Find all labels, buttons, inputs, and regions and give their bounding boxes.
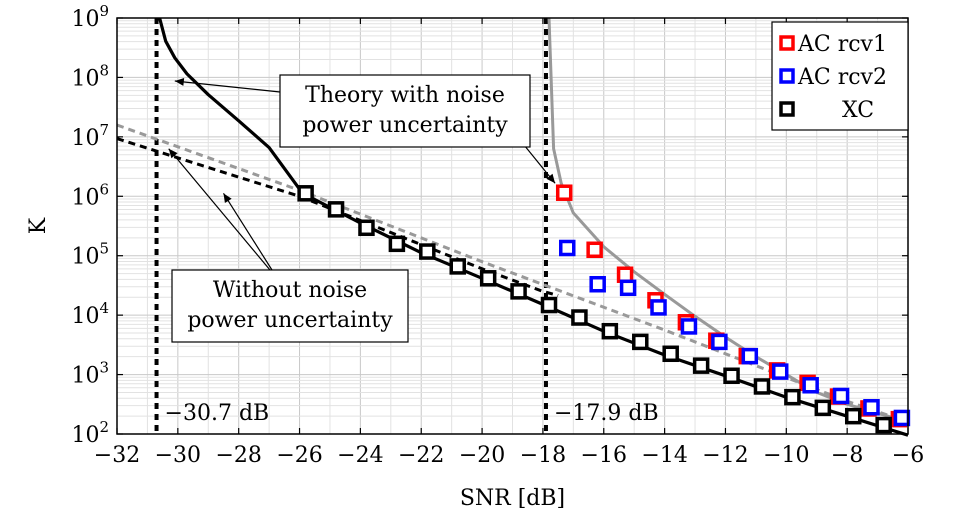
marker-ac-rcv2	[771, 363, 789, 380]
legend-marker	[779, 35, 795, 51]
marker-ac-rcv1	[586, 241, 603, 259]
x-tick-label: −22	[398, 443, 444, 468]
y-tick-label: 109	[71, 2, 109, 32]
marker-xc	[419, 243, 436, 260]
annotation-text: Without noise	[213, 278, 367, 303]
annotation-text: power uncertainty	[302, 113, 508, 138]
curve-no-uncert-ac	[116, 123, 909, 424]
marker-ac-rcv2	[559, 239, 576, 257]
arrow-head	[168, 148, 178, 159]
marker-ac-rcv2	[832, 387, 850, 405]
annotation-box	[279, 74, 531, 148]
legend-marker	[779, 68, 795, 84]
legend-label: XC	[842, 98, 874, 123]
annotation-text: power uncertainty	[187, 308, 393, 333]
marker-ac-rcv2	[863, 399, 880, 416]
x-tick-label: −16	[581, 443, 627, 468]
marker-xc	[844, 407, 862, 425]
marker-ac-rcv2	[741, 347, 759, 365]
marker-xc	[601, 322, 619, 340]
marker-xc	[327, 201, 345, 218]
y-axis-title: K	[26, 217, 51, 234]
plot-frame	[116, 17, 909, 435]
marker-xc	[540, 296, 558, 314]
marker-ac-rcv2	[680, 318, 698, 335]
marker-xc	[388, 235, 406, 253]
marker-xc	[479, 270, 497, 287]
x-tick-label: −6	[892, 443, 924, 468]
marker-xc	[723, 367, 740, 385]
annotation-box	[171, 269, 409, 343]
x-axis: −32 −30 −28 −26 −24 −22 −20 −18 −16 −14 −12 −10 −8 −6	[94, 18, 924, 468]
marker-xc	[571, 309, 588, 326]
marker-xc	[632, 333, 649, 351]
x-tick-label: −32	[94, 443, 140, 468]
arrow-head	[223, 193, 232, 204]
x-tick-label: −12	[702, 443, 748, 468]
marker-ac-rcv2	[802, 377, 819, 394]
legend-label: AC rcv2	[797, 65, 887, 90]
annotation-theory: Theory with noise power uncertainty	[174, 74, 556, 184]
annotation-arrow	[174, 80, 281, 93]
marker-ac-rcv1	[555, 184, 573, 201]
annotation-arrow	[222, 192, 273, 271]
marker-xc	[297, 185, 314, 202]
y-tick-label: 107	[71, 121, 109, 151]
arrow-head	[546, 173, 556, 184]
arrow-head	[174, 77, 185, 86]
marker-ac-rcv2	[650, 299, 667, 316]
marker-ac-rcv2	[589, 275, 606, 293]
marker-xc	[449, 258, 466, 275]
y-tick-label: 108	[71, 61, 109, 91]
legend-marker	[779, 101, 795, 117]
x-tick-label: −28	[215, 443, 261, 468]
y-tick-label: 106	[71, 180, 109, 210]
marker-xc	[692, 357, 710, 374]
legend-label: AC rcv1	[797, 32, 887, 57]
marker-xc	[875, 416, 892, 434]
x-tick-label: −24	[337, 443, 383, 468]
annotations: −30.7 dB −17.9 dB Theory with noise power u…	[165, 74, 659, 426]
vline-label-0: −30.7 dB	[165, 401, 270, 426]
x-tick-label: −14	[641, 443, 687, 468]
x-tick-label: −20	[459, 443, 505, 468]
marker-xc	[814, 399, 832, 417]
x-axis-title: SNR [dB]	[460, 486, 565, 511]
marker-ac-rcv2	[711, 333, 728, 351]
annotation-text: Theory with noise	[305, 83, 505, 108]
marker-xc	[510, 283, 527, 300]
annotation-arrow	[168, 148, 271, 271]
y-tick-label: 104	[71, 299, 109, 329]
x-tick-label: −18	[520, 443, 566, 468]
vline-label-1: −17.9 dB	[554, 401, 659, 426]
legend: AC rcv1 AC rcv2 XC	[771, 21, 909, 131]
y-tick-label: 103	[71, 359, 109, 389]
marker-xc	[358, 219, 375, 237]
marker-ac-rcv2	[893, 409, 911, 427]
marker-ac-rcv1	[616, 266, 634, 283]
x-tick-label: −26	[276, 443, 322, 468]
x-tick-label: −30	[155, 443, 201, 468]
marker-ac-rcv2	[619, 279, 637, 297]
x-tick-label: −8	[831, 443, 863, 468]
x-tick-label: −10	[763, 443, 809, 468]
curve-no-uncert-xc	[116, 137, 559, 297]
marker-xc	[662, 345, 679, 363]
plot-area	[116, 17, 911, 437]
y-tick-label: 105	[71, 240, 109, 270]
annotation-without: Without noise power uncertainty	[168, 148, 409, 343]
marker-xc	[784, 388, 801, 406]
marker-xc	[753, 378, 771, 395]
